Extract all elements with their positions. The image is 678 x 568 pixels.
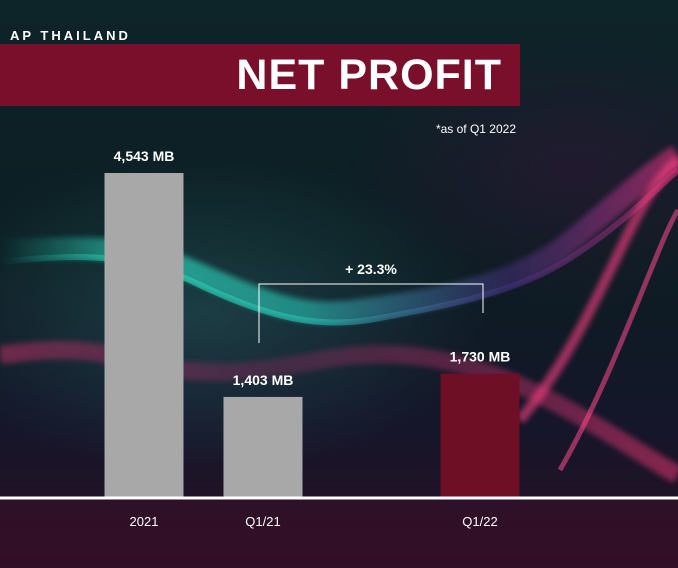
bar-Q1-21 — [223, 396, 303, 497]
x-tick-label: 2021 — [130, 514, 159, 529]
bar-2021 — [104, 173, 184, 497]
data-label: 1,403 MB — [233, 372, 294, 388]
page-title: NET PROFIT — [236, 51, 502, 99]
x-tick-label: Q1/22 — [462, 514, 497, 529]
title-banner: NET PROFIT — [0, 44, 520, 106]
comparison-bracket — [258, 283, 484, 343]
footnote: *as of Q1 2022 — [435, 122, 516, 136]
data-label: 1,730 MB — [450, 349, 511, 365]
growth-annotation: + 23.3% — [345, 261, 397, 277]
x-tick-label: Q1/21 — [245, 514, 280, 529]
data-label: 4,543 MB — [114, 148, 175, 164]
brand-name: AP THAILAND — [10, 28, 131, 43]
bar-Q1-22 — [440, 373, 520, 497]
